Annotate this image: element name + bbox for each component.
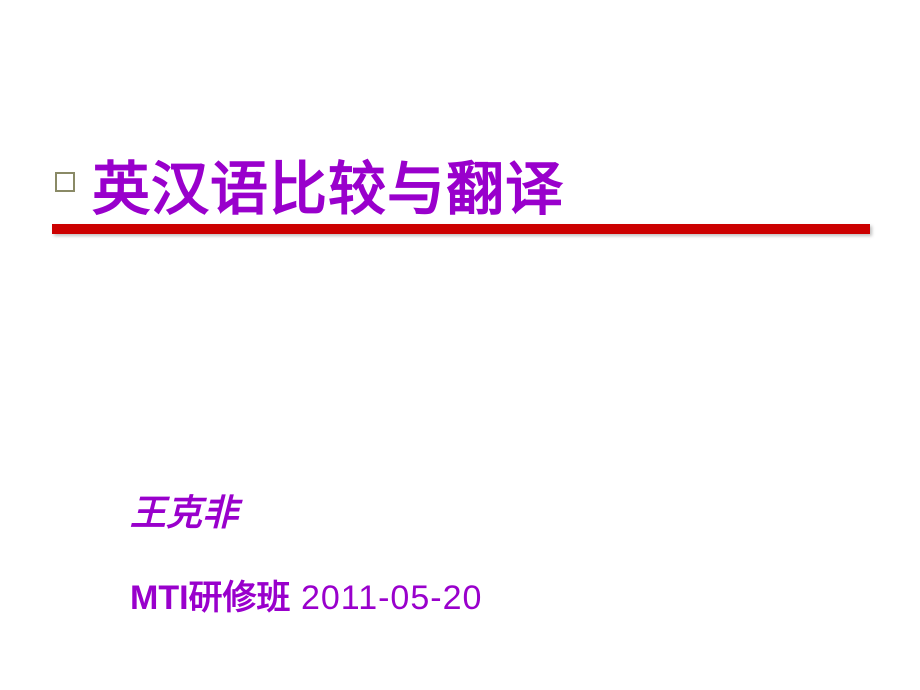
- author-name: 王克非: [130, 484, 238, 536]
- subtitle-prefix: MTI研修班: [130, 579, 291, 617]
- subtitle-line: MTI研修班 2011-05-20: [130, 570, 482, 619]
- slide-title: 英汉语比较与翻译: [92, 142, 564, 226]
- subtitle-date: 2011-05-20: [291, 579, 483, 617]
- title-underline: [52, 224, 870, 234]
- title-bullet-icon: [55, 172, 75, 192]
- presentation-slide: 英汉语比较与翻译 王克非 MTI研修班 2011-05-20: [0, 0, 920, 690]
